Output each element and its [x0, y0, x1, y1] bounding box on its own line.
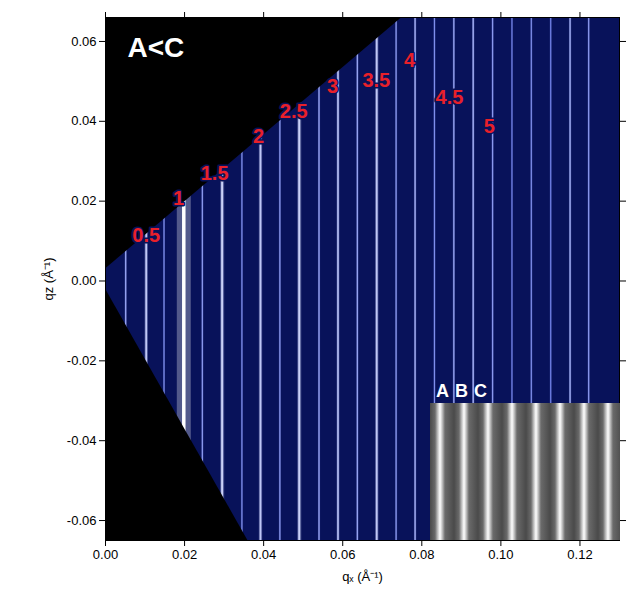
svg-text:2: 2 [253, 125, 264, 147]
svg-text:0.02: 0.02 [71, 193, 96, 208]
svg-text:-0.04: -0.04 [67, 433, 97, 448]
svg-text:0.00: 0.00 [71, 273, 96, 288]
svg-text:0.5: 0.5 [132, 224, 160, 246]
svg-text:qz (Å⁻¹): qz (Å⁻¹) [41, 258, 56, 301]
svg-text:0.00: 0.00 [93, 547, 118, 562]
svg-text:0.06: 0.06 [330, 547, 355, 562]
svg-text:0.10: 0.10 [488, 547, 513, 562]
svg-text:2.5: 2.5 [280, 100, 308, 122]
svg-text:0.02: 0.02 [172, 547, 197, 562]
svg-text:3: 3 [327, 75, 338, 97]
svg-text:0.04: 0.04 [251, 547, 276, 562]
svg-text:A<C: A<C [128, 32, 185, 63]
svg-text:qₓ (Å⁻¹): qₓ (Å⁻¹) [342, 569, 383, 584]
svg-text:0.08: 0.08 [409, 547, 434, 562]
svg-text:-0.02: -0.02 [67, 353, 97, 368]
svg-text:1: 1 [173, 187, 184, 209]
svg-text:4: 4 [404, 49, 416, 71]
svg-text:0.06: 0.06 [71, 34, 96, 49]
svg-text:3.5: 3.5 [362, 69, 390, 91]
svg-text:0.04: 0.04 [71, 113, 96, 128]
html-text:A B C: A B C [436, 381, 487, 401]
svg-text:0.12: 0.12 [567, 547, 592, 562]
svg-text:5: 5 [484, 115, 495, 137]
svg-text:-0.06: -0.06 [67, 513, 97, 528]
svg-text:1.5: 1.5 [201, 162, 229, 184]
svg-text:4.5: 4.5 [436, 86, 464, 108]
